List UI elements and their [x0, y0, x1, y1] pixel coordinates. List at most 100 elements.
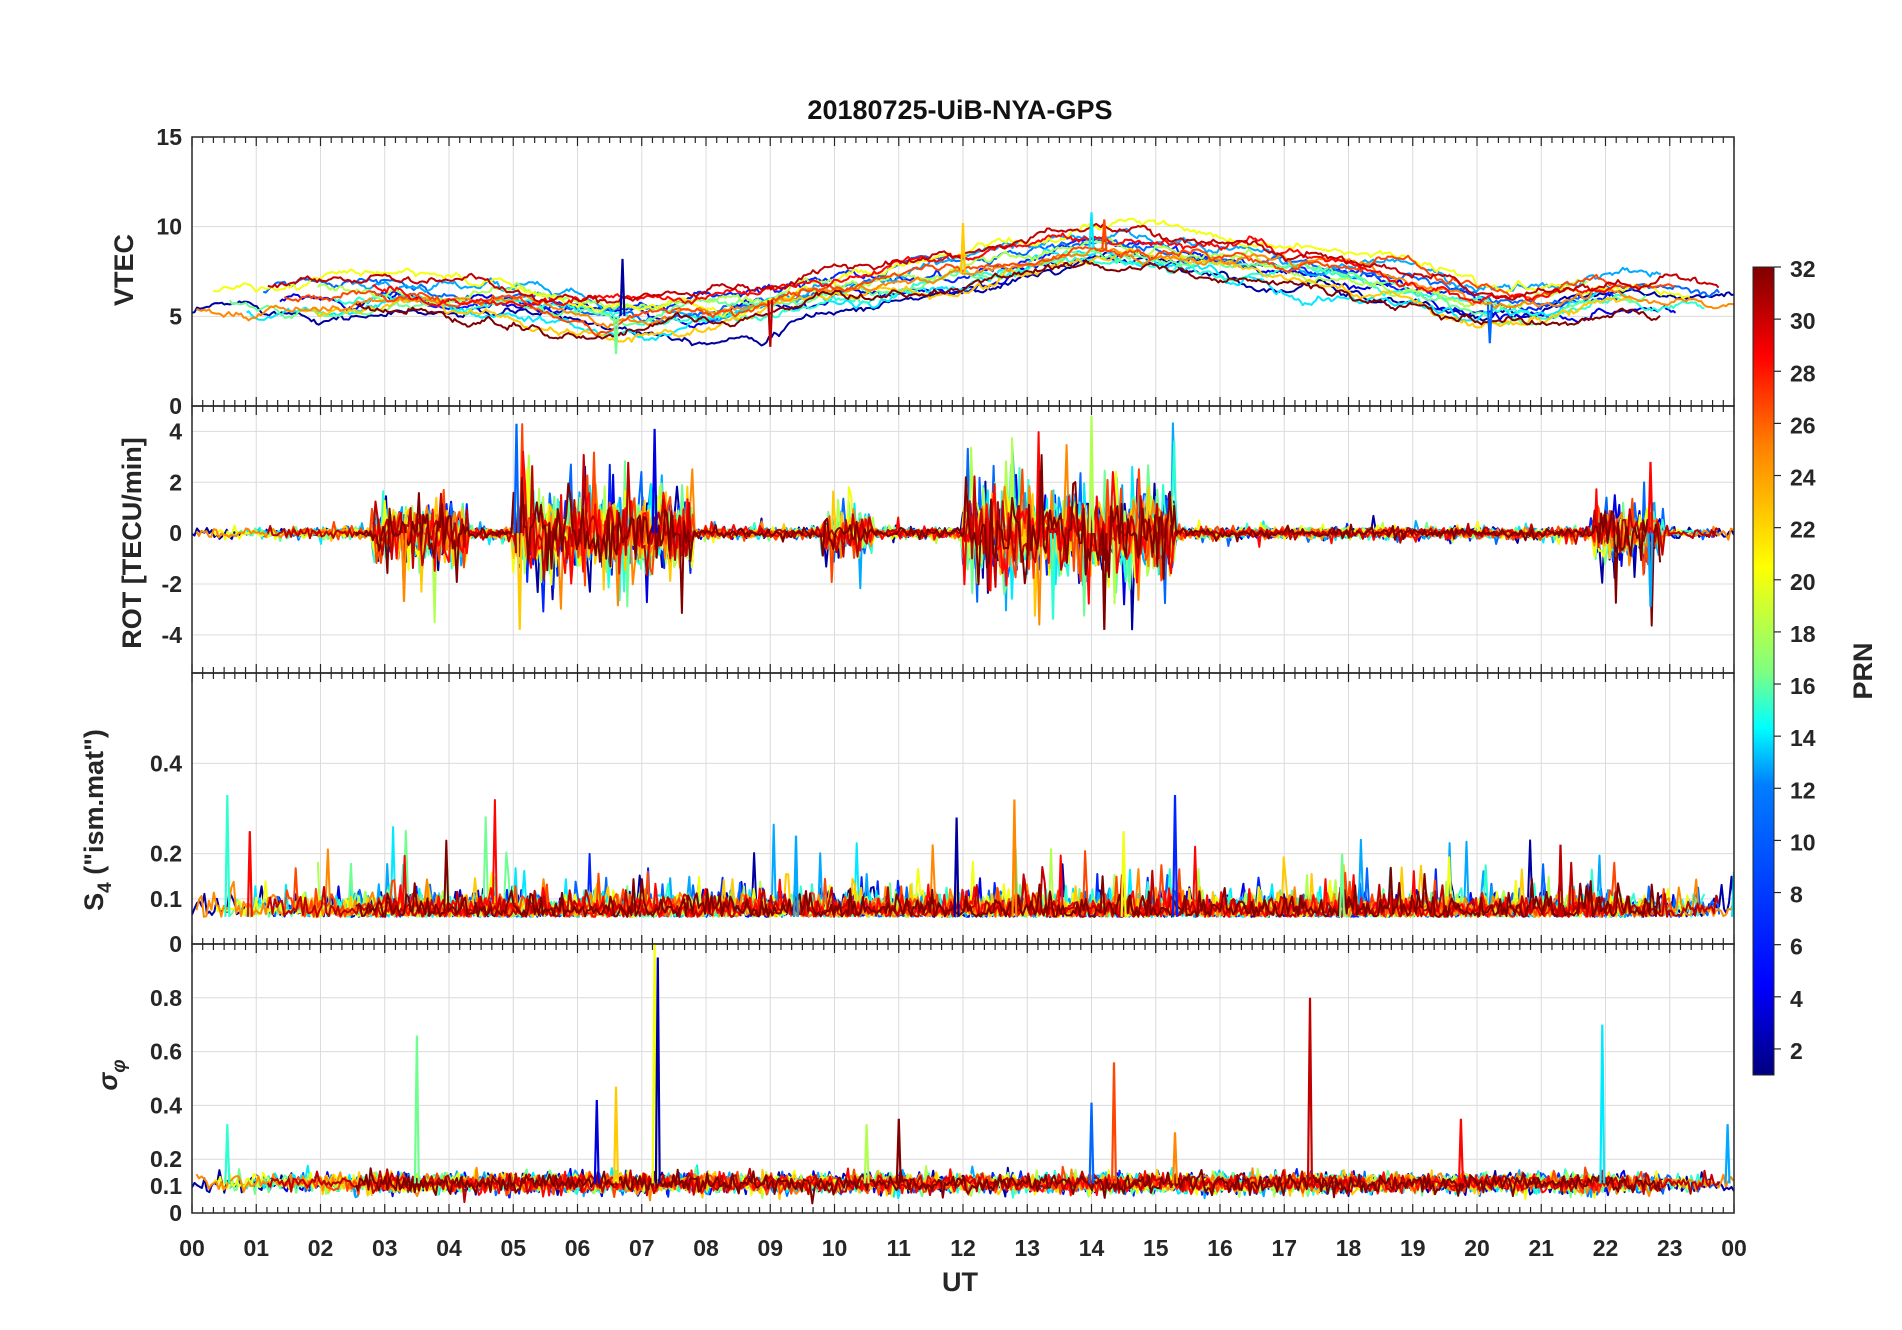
x-tick-label: 00 — [1721, 1235, 1747, 1261]
y-tick-label: 0.8 — [150, 985, 182, 1011]
panel-vtec: 0 5 10 15 — [156, 124, 1735, 419]
spike-mark — [613, 1086, 620, 1184]
spike-mark — [863, 1124, 870, 1184]
colorbar-label: PRN — [1848, 642, 1878, 699]
spike-mark — [1011, 799, 1018, 917]
spike-mark — [513, 423, 520, 534]
x-tick-label: 08 — [693, 1235, 719, 1261]
spike-mark — [1647, 461, 1654, 534]
panel-rot: -4 -2 0 2 4 — [162, 405, 1735, 674]
y-tick-label: 0.1 — [150, 1173, 182, 1199]
spike-mark — [654, 957, 661, 1184]
spike-mark — [895, 1118, 902, 1184]
series-line-prn-26 — [283, 246, 1676, 337]
x-tick-label: 18 — [1336, 1235, 1362, 1261]
series-line-prn-28 — [371, 799, 1618, 918]
colorbar-tick-label: 20 — [1790, 569, 1816, 595]
colorbar-tick-label: 32 — [1790, 256, 1816, 282]
colorbar-tick-label: 8 — [1790, 882, 1803, 908]
spike-mark — [960, 223, 966, 274]
colorbar-tick-label: 22 — [1790, 517, 1816, 543]
spike-mark — [1339, 853, 1346, 917]
y-tick-label: 0 — [169, 520, 182, 546]
colorbar-tick-label: 6 — [1790, 934, 1803, 960]
y-tick-label: 0.2 — [150, 841, 182, 867]
spike-mark — [1088, 416, 1095, 534]
y-tick-label: 2 — [169, 469, 182, 495]
spike-mark — [1457, 1118, 1464, 1184]
series-line-prn-32 — [355, 839, 1662, 918]
x-tick-label: 02 — [308, 1235, 334, 1261]
x-tick-label: 19 — [1400, 1235, 1426, 1261]
spike-mark — [1049, 533, 1056, 620]
y-tick-label: 0.6 — [150, 1039, 182, 1065]
y-tick-label: 0 — [169, 931, 182, 957]
x-tick-label: 17 — [1271, 1235, 1297, 1261]
series-line-prn-14 — [333, 256, 1705, 326]
ylabel-vtec: VTEC — [109, 234, 139, 306]
y-tick-label: 0 — [169, 1200, 182, 1226]
x-tick-label: 15 — [1143, 1235, 1169, 1261]
y-tick-label: 10 — [156, 214, 182, 240]
xlabel: UT — [942, 1267, 978, 1297]
series-line-prn-30 — [266, 861, 1720, 918]
series-line-prn-30 — [266, 1167, 1720, 1204]
spike-mark — [413, 1035, 420, 1184]
y-tick-label: 4 — [169, 418, 182, 444]
x-tick-label: 03 — [372, 1235, 398, 1261]
y-tick-label: 0.4 — [150, 750, 182, 776]
series-line-prn-32 — [355, 454, 1662, 627]
x-tick-label: 14 — [1079, 1235, 1105, 1261]
y-tick-label: 5 — [169, 303, 182, 329]
spike-mark — [1599, 1024, 1606, 1184]
series-line-prn-32 — [355, 259, 1661, 340]
spike-mark — [401, 533, 408, 602]
spike-mark — [1557, 844, 1564, 917]
colorbar-tick-label: 10 — [1790, 829, 1816, 855]
colorbar-tick-label: 4 — [1790, 986, 1803, 1012]
x-tick-label: 05 — [500, 1235, 526, 1261]
ylabel-sigma-sub: φ — [109, 1059, 130, 1072]
y-tick-label: 15 — [156, 124, 182, 150]
colorbar — [1752, 266, 1775, 1076]
y-tick-label: -4 — [162, 622, 183, 648]
x-tick-label: 01 — [243, 1235, 269, 1261]
spike-mark — [1647, 533, 1654, 607]
x-tick-label: 10 — [822, 1235, 848, 1261]
y-tick-label: 0.2 — [150, 1146, 182, 1172]
spike-mark — [1731, 871, 1734, 917]
ylabel-rot: ROT [TECU/min] — [117, 437, 147, 648]
x-tick-label: 09 — [757, 1235, 783, 1261]
colorbar-tick-label: 30 — [1790, 308, 1816, 334]
y-tick-label: 0.1 — [150, 886, 182, 912]
spike-mark — [1120, 831, 1127, 917]
panel-s4: 0 0.1 0.2 0.4 — [150, 672, 1735, 957]
spike-mark — [1172, 1132, 1179, 1184]
x-tick-label: 06 — [565, 1235, 591, 1261]
ylabel-s4-main: S — [79, 893, 109, 911]
spike-mark — [1111, 1062, 1117, 1184]
series-line-prn-30 — [267, 222, 1720, 304]
ylabel-s4-rest: ("ism.mat") — [79, 729, 109, 882]
colorbar-tick-label: 14 — [1790, 725, 1816, 751]
spike-mark — [651, 428, 658, 534]
x-tick-label: 12 — [950, 1235, 976, 1261]
series-line-prn-2 — [192, 250, 1734, 347]
spike-mark — [767, 300, 774, 347]
series-line-prn-32 — [354, 1167, 1662, 1205]
spike-mark — [224, 1124, 231, 1184]
y-tick-label: -2 — [162, 571, 182, 597]
x-tick-label: 21 — [1528, 1235, 1554, 1261]
x-tick-label: 11 — [887, 1235, 912, 1261]
y-tick-label: 0 — [169, 393, 182, 419]
spike-mark — [1088, 1102, 1095, 1184]
x-tick-label: 22 — [1593, 1235, 1619, 1261]
series-line-prn-18 — [317, 237, 1588, 311]
ylabel-sigma-phi: σφ — [93, 1059, 130, 1090]
x-tick-label: 04 — [436, 1235, 462, 1261]
ylabel-s4-sub: 4 — [95, 882, 116, 893]
chart-title: 20180725-UiB-NYA-GPS — [807, 95, 1112, 125]
spike-mark — [1101, 219, 1108, 250]
